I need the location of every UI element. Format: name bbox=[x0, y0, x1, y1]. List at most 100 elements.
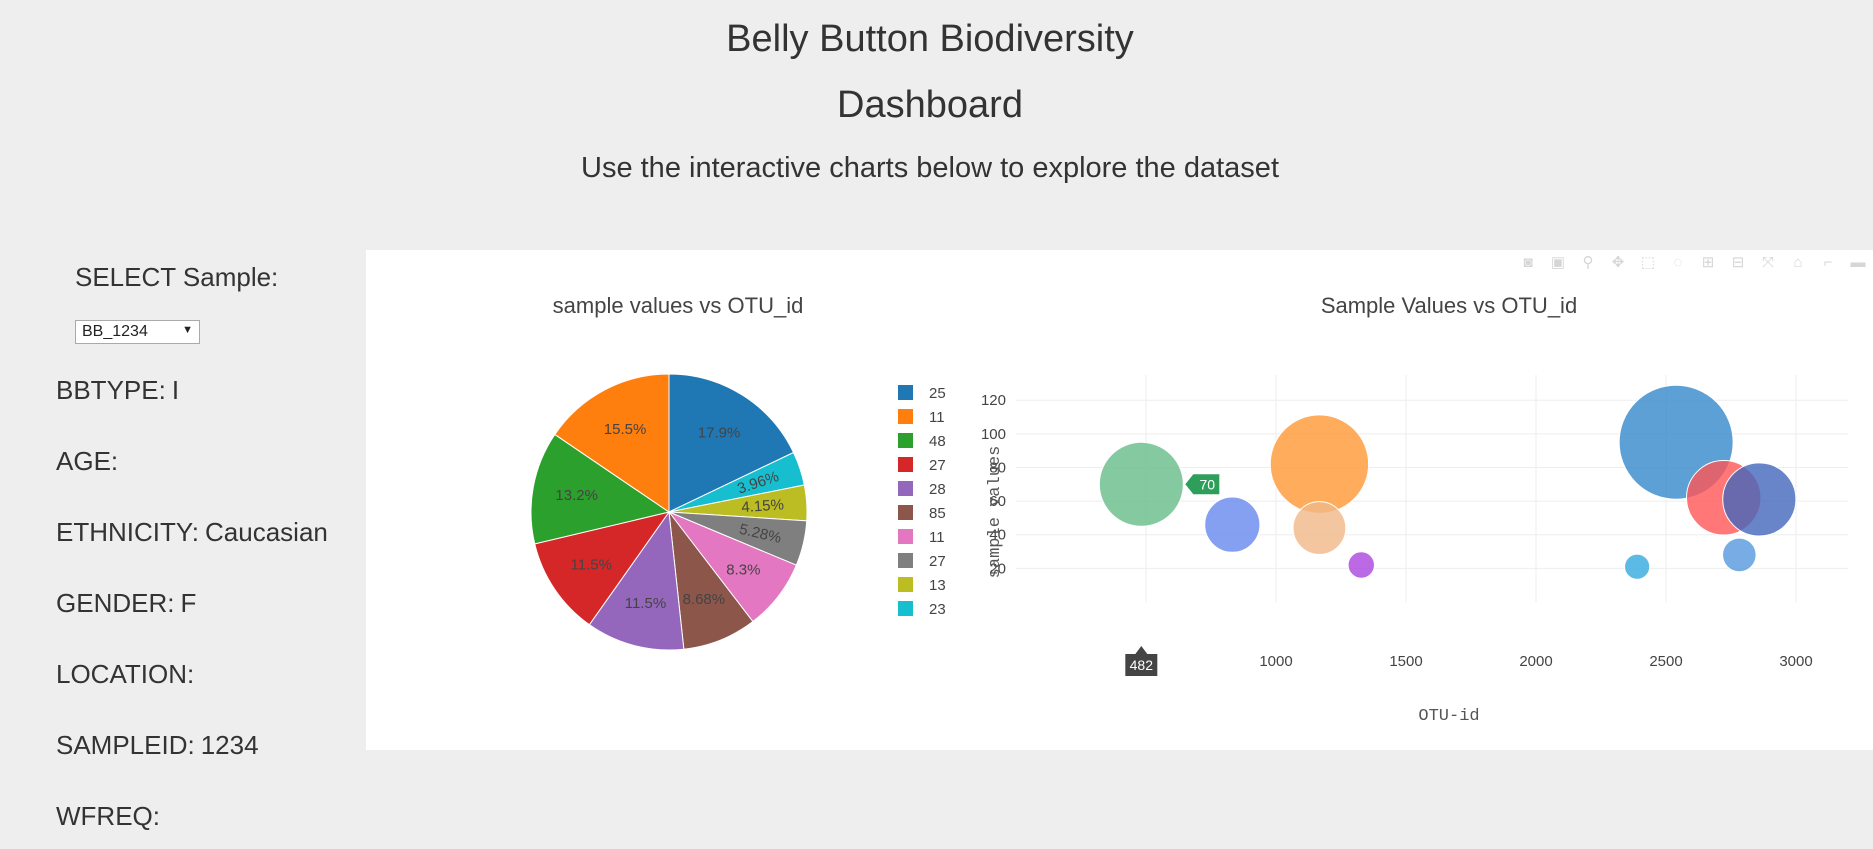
y-tick-label: 80 bbox=[989, 459, 1006, 476]
metadata-key: AGE: bbox=[56, 446, 119, 476]
y-tick-label: 20 bbox=[989, 560, 1006, 577]
pie-slice-label: 13.2% bbox=[555, 487, 598, 504]
pie-slice bbox=[530, 433, 671, 545]
legend-swatch bbox=[898, 601, 913, 616]
page-title: Belly Button Biodiversity bbox=[726, 18, 1134, 60]
page-title-dashboard: Dashboard bbox=[837, 84, 1023, 126]
metadata-key: GENDER: bbox=[56, 588, 175, 618]
bubble-point bbox=[1292, 501, 1347, 555]
charts-svg: sample values vs OTU_id17.9%3.96%4.15%5.… bbox=[530, 293, 1848, 726]
pan-icon[interactable]: ✥ bbox=[1611, 254, 1625, 271]
legend-swatch bbox=[898, 385, 913, 400]
sample-select[interactable]: BB_1234 ▼ bbox=[75, 320, 200, 344]
x-tick-label: 1000 bbox=[1259, 653, 1292, 670]
bubble-point bbox=[1098, 441, 1184, 527]
metadata-item: WFREQ: bbox=[56, 801, 166, 832]
metadata-value: F bbox=[180, 588, 197, 618]
metadata-key: SAMPLEID: bbox=[56, 730, 195, 760]
hover-y-box bbox=[1185, 474, 1220, 495]
legend-label: 27 bbox=[929, 553, 946, 570]
legend-label: 85 bbox=[929, 505, 946, 522]
legend-swatch bbox=[898, 577, 913, 592]
box-select-icon[interactable]: ⬚ bbox=[1640, 254, 1656, 271]
legend-swatch bbox=[898, 529, 913, 544]
y-axis-label: sample values bbox=[986, 446, 1005, 579]
bubble-point bbox=[1347, 551, 1375, 579]
pie-slice-label: 4.15% bbox=[741, 496, 785, 516]
pie-chart-title: sample values vs OTU_id bbox=[553, 293, 804, 318]
legend-label: 11 bbox=[929, 529, 945, 546]
compare-icon[interactable]: ▬ bbox=[1850, 254, 1866, 271]
x-tick-label: 3000 bbox=[1779, 653, 1812, 670]
legend-label: 11 bbox=[929, 409, 945, 426]
zoom-icon[interactable]: ⚲ bbox=[1582, 254, 1594, 271]
metadata-item: SAMPLEID: 1234 bbox=[56, 730, 259, 761]
spike-icon[interactable]: ⌐ bbox=[1823, 254, 1833, 271]
legend-swatch bbox=[898, 457, 913, 472]
legend-label: 48 bbox=[929, 433, 946, 450]
hover-x-box bbox=[1125, 646, 1158, 676]
hover-x-label: 482 bbox=[1130, 657, 1154, 673]
y-tick-label: 60 bbox=[989, 493, 1006, 510]
legend-label: 25 bbox=[929, 385, 946, 402]
pie-slice-label: 15.5% bbox=[604, 421, 647, 438]
sample-select-value: BB_1234 bbox=[82, 323, 148, 340]
metadata-item: LOCATION: bbox=[56, 659, 200, 690]
metadata-item: AGE: bbox=[56, 446, 124, 477]
legend-swatch bbox=[898, 481, 913, 496]
legend-swatch bbox=[898, 553, 913, 568]
metadata-value: I bbox=[171, 375, 180, 405]
select-sample-label: SELECT Sample: bbox=[75, 262, 279, 292]
bubble-chart-title: Sample Values vs OTU_id bbox=[1321, 293, 1577, 318]
bubble-point bbox=[1204, 496, 1261, 553]
pie-slice-label: 8.68% bbox=[683, 591, 726, 608]
y-tick-label: 40 bbox=[989, 527, 1006, 544]
bubble-point bbox=[1624, 553, 1651, 580]
hover-y-label: 70 bbox=[1200, 476, 1216, 492]
metadata-item: BBTYPE: I bbox=[56, 375, 179, 406]
x-tick-label: 2000 bbox=[1519, 653, 1552, 670]
legend-label: 13 bbox=[929, 577, 946, 594]
pie-slice bbox=[554, 373, 670, 513]
pie-slice-label: 11.5% bbox=[571, 557, 612, 574]
legend-label: 28 bbox=[929, 481, 946, 498]
metadata-key: BBTYPE: bbox=[56, 375, 166, 405]
metadata-key: WFREQ: bbox=[56, 801, 160, 831]
x-axis-label: OTU-id bbox=[1418, 707, 1479, 726]
pie-slice bbox=[588, 510, 685, 651]
y-tick-label: 120 bbox=[981, 392, 1006, 409]
zoom-in-icon[interactable]: ⊞ bbox=[1701, 254, 1715, 271]
bubble-point bbox=[1722, 462, 1797, 537]
x-tick-label: 1500 bbox=[1389, 653, 1422, 670]
legend-label: 23 bbox=[929, 601, 946, 618]
pie-slice bbox=[668, 373, 795, 513]
pie-slice-label: 11.5% bbox=[625, 595, 666, 612]
camera-icon[interactable]: ◙ bbox=[1523, 254, 1533, 271]
save-icon[interactable]: ▣ bbox=[1550, 254, 1566, 271]
metadata-key: LOCATION: bbox=[56, 659, 195, 689]
page-subtitle: Use the interactive charts below to expl… bbox=[581, 152, 1279, 184]
pie-slice-label: 17.9% bbox=[698, 425, 741, 442]
x-tick-label: 2500 bbox=[1649, 653, 1682, 670]
zoom-out-icon[interactable]: ⊟ bbox=[1731, 254, 1745, 271]
metadata-value: Caucasian bbox=[205, 517, 328, 547]
bubble-point bbox=[1269, 414, 1370, 514]
autoscale-icon[interactable]: ⤧ bbox=[1761, 254, 1774, 271]
legend-swatch bbox=[898, 409, 913, 424]
legend-swatch bbox=[898, 505, 913, 520]
metadata-item: GENDER: F bbox=[56, 588, 196, 619]
home-icon[interactable]: ⌂ bbox=[1793, 254, 1803, 271]
lasso-icon[interactable]: ◌ bbox=[1673, 254, 1683, 271]
metadata-key: ETHNICITY: bbox=[56, 517, 200, 547]
bubble-point bbox=[1722, 537, 1757, 573]
metadata-item: ETHNICITY: Caucasian bbox=[56, 517, 328, 548]
modebar: ◙ ▣ ⚲ ✥ ⬚ ◌ ⊞ ⊟ ⤧ ⌂ ⌐ ▬ bbox=[1513, 254, 1873, 276]
legend-label: 27 bbox=[929, 457, 946, 474]
metadata-value: 1234 bbox=[200, 730, 259, 760]
pie-slice-label: 8.3% bbox=[726, 561, 760, 578]
pie-slice bbox=[534, 511, 671, 626]
chevron-down-icon: ▼ bbox=[182, 324, 193, 336]
legend-swatch bbox=[898, 433, 913, 448]
y-tick-label: 100 bbox=[981, 426, 1006, 443]
charts-panel: ◙ ▣ ⚲ ✥ ⬚ ◌ ⊞ ⊟ ⤧ ⌂ ⌐ ▬ sample values vs OTU_id 17.9… bbox=[366, 250, 1873, 750]
